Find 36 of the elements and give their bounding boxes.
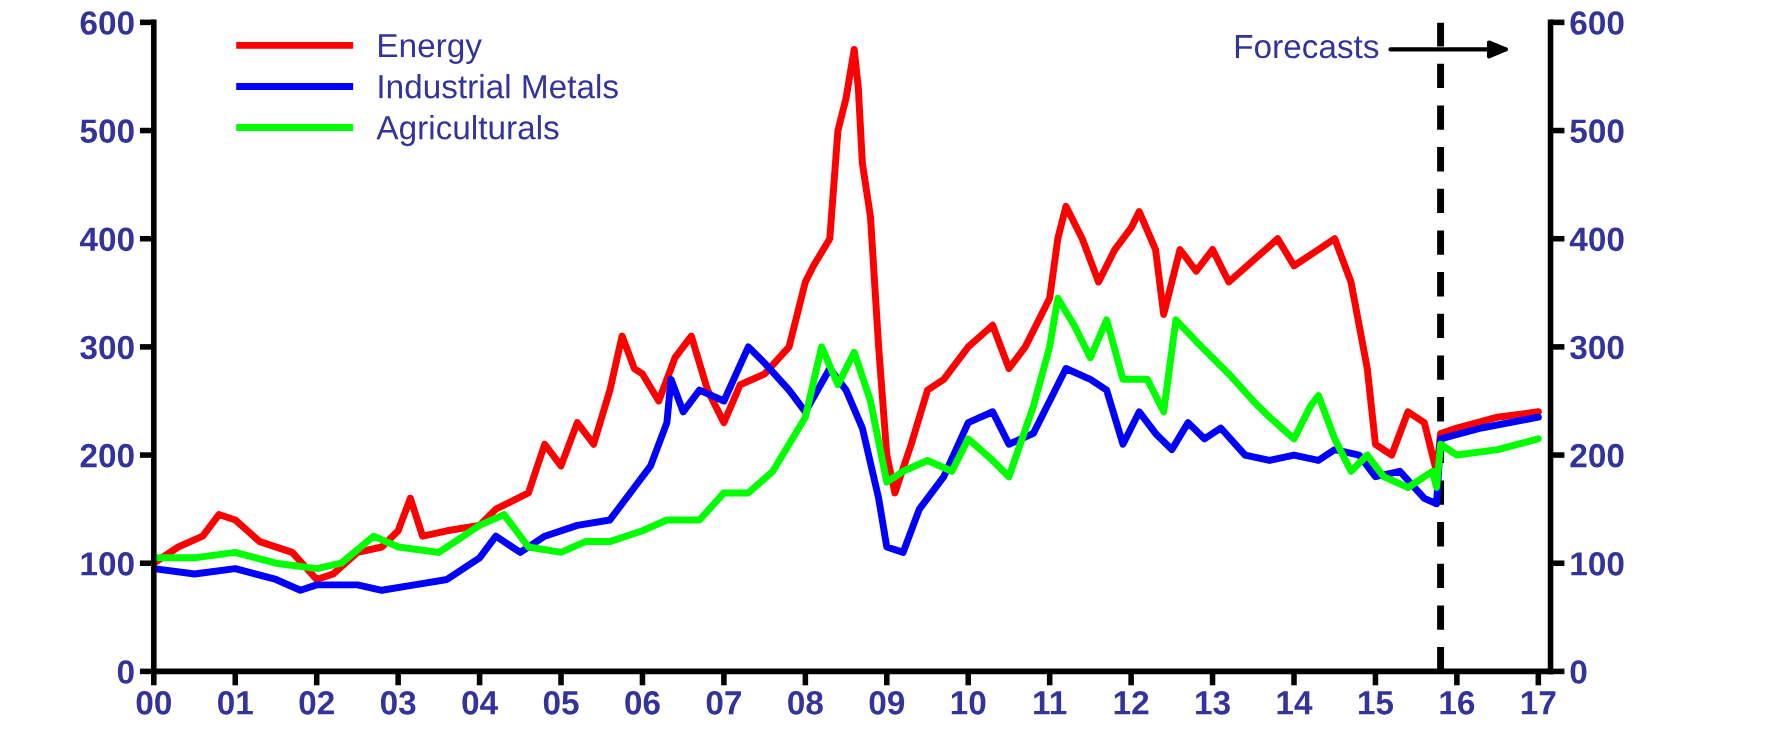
x-tick-label: 07: [706, 691, 741, 715]
y2-tick-label: 100: [1571, 552, 1624, 576]
y2-tick-label: 600: [1570, 11, 1624, 35]
x-tick-label: 13: [1196, 691, 1230, 715]
x-tick-label: 05: [543, 691, 579, 715]
y2-tick-label: 0: [1570, 660, 1587, 684]
x-tick-label: 03: [380, 691, 416, 715]
y2-tick-label: 200: [1570, 443, 1624, 468]
x-tick-label: 02: [299, 691, 334, 715]
y-tick-label: 300: [80, 335, 134, 360]
ref-line-label: Forecasts: [1235, 35, 1379, 59]
x-tick-label: 08: [788, 691, 823, 715]
x-tick-label: 12: [1114, 691, 1149, 715]
x-tick-label: 17: [1521, 691, 1556, 715]
x-tick-label: 14: [1277, 691, 1313, 715]
x-tick-label: 06: [625, 691, 660, 715]
x-tick-label: 11: [1034, 691, 1067, 715]
legend-label: Agriculturals: [376, 115, 559, 147]
legend-label: Energy: [379, 34, 482, 64]
x-tick-label: 16: [1440, 691, 1475, 715]
y-tick-label: 400: [79, 227, 134, 252]
legend-label: Industrial Metals: [379, 73, 618, 99]
x-tick-label: 15: [1359, 691, 1394, 715]
x-tick-label: 04: [462, 691, 498, 715]
y2-tick-label: 400: [1569, 227, 1624, 252]
x-tick-label: 01: [218, 691, 253, 715]
y-tick-label: 600: [80, 11, 134, 35]
y-tick-label: 200: [80, 443, 134, 468]
y2-tick-label: 300: [1570, 335, 1624, 360]
y2-tick-label: 500: [1570, 119, 1624, 143]
y-tick-label: 100: [81, 552, 134, 576]
x-tick-label: 10: [951, 691, 986, 715]
y-tick-label: 0: [117, 660, 134, 684]
x-tick-label: 00: [136, 691, 171, 715]
x-tick-label: 09: [869, 691, 905, 715]
y-tick-label: 500: [80, 119, 134, 143]
